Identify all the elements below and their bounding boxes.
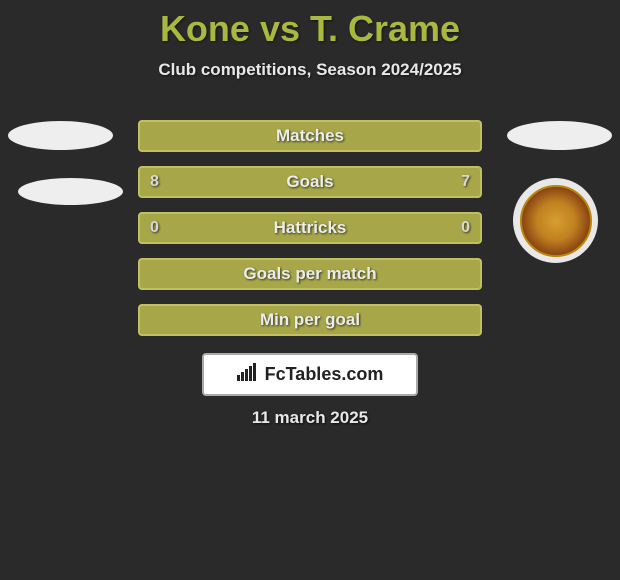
- stat-row-hattricks: 0 Hattricks 0: [138, 212, 482, 244]
- stat-right-value: 7: [461, 173, 470, 191]
- stats-container: Matches 8 Goals 7 0 Hattricks 0 Goals pe…: [138, 120, 482, 350]
- stat-label: Hattricks: [140, 218, 480, 238]
- club-badge-right: [513, 178, 598, 263]
- stat-right-value: 0: [461, 219, 470, 237]
- stat-label: Matches: [140, 126, 480, 146]
- stat-label: Goals: [140, 172, 480, 192]
- brand-box[interactable]: FcTables.com: [202, 353, 418, 396]
- club-crest-icon: [520, 185, 592, 257]
- chart-bars-icon: [237, 363, 259, 386]
- comparison-date: 11 march 2025: [0, 408, 620, 428]
- brand-label: FcTables.com: [265, 364, 384, 385]
- player-left-avatar-placeholder-1: [8, 121, 113, 150]
- season-subtitle: Club competitions, Season 2024/2025: [0, 60, 620, 80]
- player-left-avatar-placeholder-2: [18, 178, 123, 205]
- stat-row-goals-per-match: Goals per match: [138, 258, 482, 290]
- stat-label: Goals per match: [140, 264, 480, 284]
- stat-label: Min per goal: [140, 310, 480, 330]
- stat-row-min-per-goal: Min per goal: [138, 304, 482, 336]
- player-right-avatar-placeholder: [507, 121, 612, 150]
- stat-row-matches: Matches: [138, 120, 482, 152]
- stat-row-goals: 8 Goals 7: [138, 166, 482, 198]
- page-title: Kone vs T. Crame: [0, 0, 620, 50]
